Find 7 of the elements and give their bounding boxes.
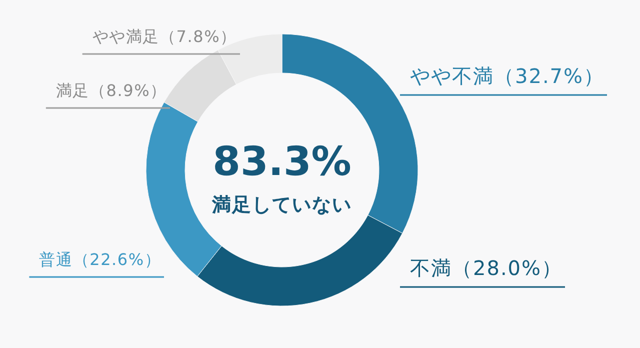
slice-label: やや不満（32.7%） bbox=[410, 64, 605, 88]
text: 満足していない bbox=[211, 194, 352, 216]
slice-label: 満足（8.9%） bbox=[56, 81, 167, 100]
slice-label: やや満足（7.8%） bbox=[92, 27, 237, 46]
text: 83.3% bbox=[212, 139, 352, 185]
slice-label: 普通（22.6%） bbox=[39, 250, 162, 269]
slice-label: 不満（28.0%） bbox=[410, 256, 563, 280]
